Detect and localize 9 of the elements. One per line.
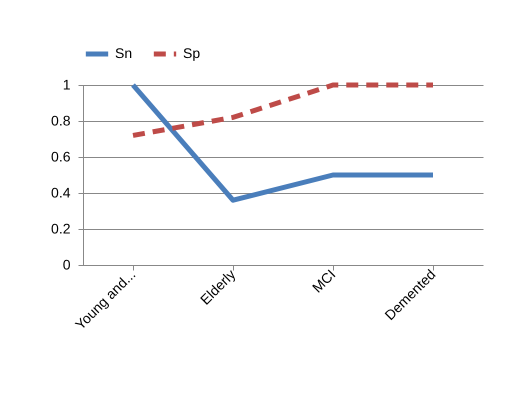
legend-label: Sn <box>115 45 132 61</box>
x-tick-label: MCI <box>308 266 338 296</box>
y-tick-label: 0 <box>62 256 71 272</box>
legend-label: Sp <box>183 45 200 61</box>
y-tick-label: 0.8 <box>51 112 71 128</box>
y-tick-label: 0.6 <box>51 148 71 164</box>
y-tick-label: 0.2 <box>51 220 71 236</box>
y-tick-label: 0.4 <box>51 184 71 200</box>
y-tick-label: 1 <box>62 76 71 92</box>
